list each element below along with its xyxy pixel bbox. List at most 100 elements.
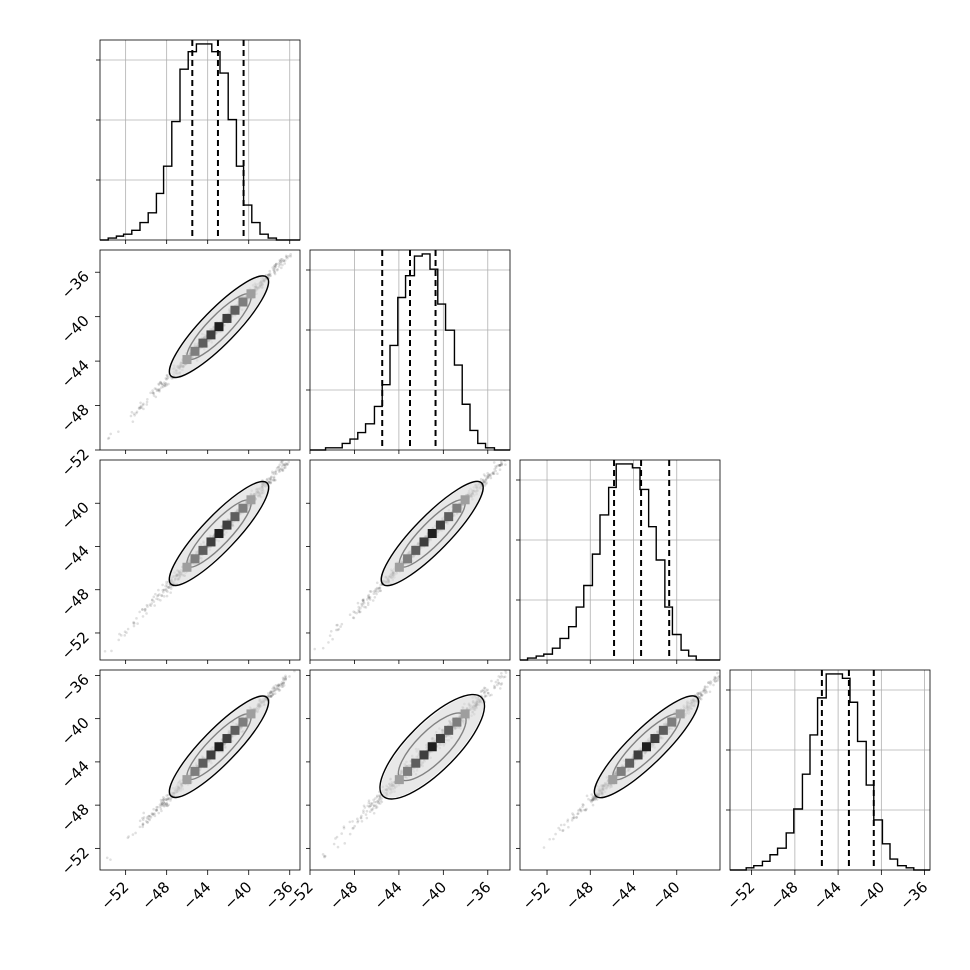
- scatter-point: [519, 661, 522, 664]
- scatter-point: [286, 256, 289, 260]
- scatter-point: [488, 472, 492, 476]
- scatter-point: [368, 589, 372, 593]
- scatter-point: [268, 478, 272, 481]
- scatter-point: [289, 457, 292, 460]
- scatter-point: [151, 389, 154, 392]
- density-cell: [427, 529, 437, 539]
- scatter-point: [359, 816, 363, 819]
- density-cell: [222, 313, 232, 323]
- scatter-point: [327, 641, 330, 644]
- scatter-point: [136, 622, 139, 625]
- scatter-point: [280, 461, 284, 464]
- scatter-point: [272, 479, 275, 482]
- pair-panel-1-2: [309, 420, 546, 661]
- scatter-point: [511, 453, 514, 456]
- scatter-point: [726, 668, 729, 671]
- scatter-point: [271, 690, 274, 693]
- scatter-point: [595, 798, 599, 801]
- density-cell: [182, 775, 192, 785]
- scatter-point: [489, 476, 493, 480]
- scatter-point: [281, 685, 285, 688]
- scatter-point: [748, 645, 751, 648]
- scatter-point: [332, 842, 336, 846]
- scatter-point: [485, 481, 488, 484]
- scatter-point: [273, 271, 276, 274]
- scatter-point: [700, 693, 703, 697]
- scatter-point: [377, 794, 381, 797]
- scatter-point: [155, 805, 158, 809]
- scatter-point: [284, 677, 288, 681]
- scatter-point: [591, 799, 594, 802]
- scatter-point: [278, 467, 282, 471]
- scatter-point: [543, 420, 546, 423]
- scatter-point: [485, 689, 488, 692]
- scatter-point: [362, 811, 365, 814]
- scatter-point: [278, 684, 281, 688]
- scatter-point: [713, 675, 717, 679]
- histogram-series-0: [100, 43, 300, 241]
- scatter-point: [123, 630, 127, 634]
- scatter-point: [377, 797, 381, 801]
- scatter-point: [572, 813, 575, 817]
- scatter-point: [109, 858, 112, 861]
- density-cell: [658, 725, 668, 735]
- scatter-point: [375, 795, 379, 799]
- density-cell: [206, 750, 216, 760]
- scatter-point: [298, 663, 301, 666]
- scatter-point: [537, 644, 540, 647]
- scatter-point: [355, 611, 358, 615]
- scatter-point: [725, 671, 728, 674]
- scatter-point: [351, 616, 355, 619]
- scatter-point: [290, 454, 293, 457]
- scatter-point: [582, 803, 585, 807]
- scatter-point: [512, 450, 515, 453]
- scatter-point: [704, 689, 708, 693]
- x-tick-label: −44: [371, 878, 406, 913]
- scatter-point: [151, 391, 155, 394]
- y-tick-label: −48: [58, 585, 93, 620]
- scatter-point: [163, 802, 167, 805]
- scatter-point: [278, 259, 282, 262]
- scatter-point: [709, 680, 712, 683]
- scatter-point: [479, 477, 483, 481]
- scatter-point: [280, 682, 284, 686]
- scatter-point: [581, 805, 584, 809]
- scatter-point: [591, 799, 594, 802]
- scatter-point: [161, 383, 164, 387]
- scatter-point: [591, 798, 595, 802]
- scatter-point: [366, 595, 370, 598]
- scatter-point: [519, 657, 522, 660]
- density-cell: [214, 322, 224, 332]
- density-cell: [230, 305, 240, 315]
- scatter-point: [165, 374, 169, 377]
- scatter-point: [117, 430, 120, 433]
- scatter-point: [282, 681, 286, 684]
- axes-frame: [309, 669, 511, 871]
- scatter-point: [166, 374, 169, 378]
- scatter-point: [487, 475, 490, 479]
- scatter-point: [271, 470, 274, 474]
- axes-frame: [99, 459, 301, 661]
- scatter-point: [362, 809, 365, 813]
- scatter-point: [570, 818, 574, 822]
- scatter-point: [138, 825, 142, 829]
- scatter-point: [697, 692, 701, 695]
- scatter-point: [274, 262, 278, 266]
- scatter-point: [484, 479, 487, 482]
- scatter-point: [307, 234, 310, 237]
- scatter-point: [160, 594, 164, 597]
- scatter-point: [513, 449, 516, 452]
- scatter-point: [138, 407, 141, 410]
- scatter-point: [335, 623, 338, 627]
- scatter-point: [375, 592, 378, 596]
- scatter-point: [357, 608, 361, 611]
- scatter-point: [364, 606, 368, 609]
- scatter-point: [703, 691, 707, 695]
- scatter-point: [498, 463, 502, 467]
- scatter-point: [485, 694, 488, 698]
- scatter-point: [306, 660, 309, 663]
- scatter-point: [150, 602, 154, 605]
- y-tick-label: −52: [58, 628, 93, 663]
- scatter-point: [146, 821, 149, 824]
- scatter-point: [594, 797, 598, 800]
